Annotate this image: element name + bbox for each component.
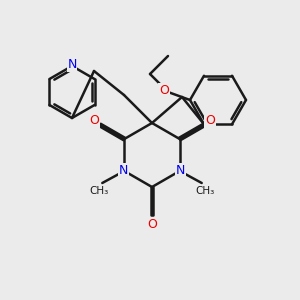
Text: O: O <box>147 218 157 230</box>
Text: CH₃: CH₃ <box>195 186 214 196</box>
Text: O: O <box>205 115 215 128</box>
Text: CH₃: CH₃ <box>90 186 109 196</box>
Text: N: N <box>118 164 128 176</box>
Text: O: O <box>89 115 99 128</box>
Text: O: O <box>159 83 169 97</box>
Text: N: N <box>67 58 77 71</box>
Text: N: N <box>176 164 185 176</box>
